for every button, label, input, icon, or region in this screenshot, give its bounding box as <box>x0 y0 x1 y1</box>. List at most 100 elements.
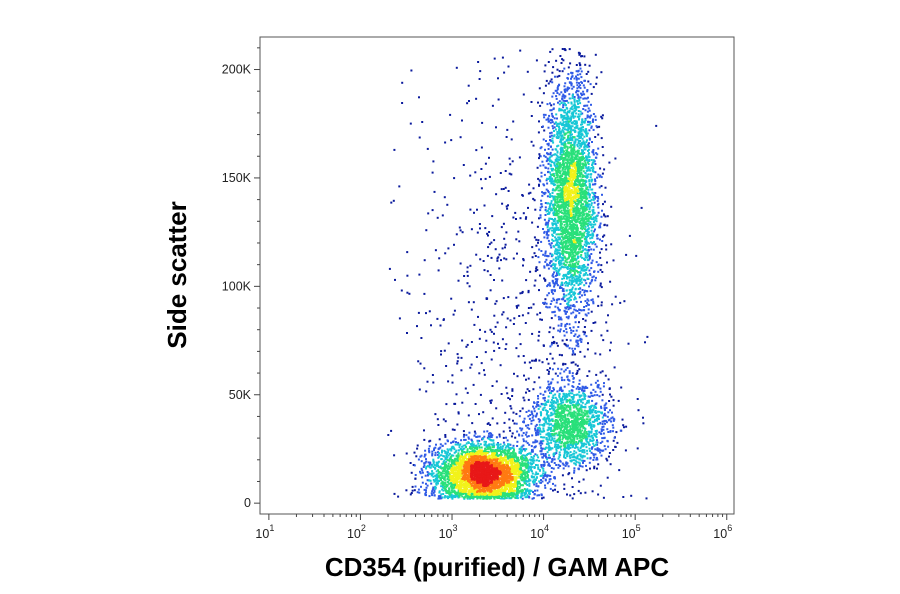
event-dot <box>553 426 556 429</box>
event-dot <box>526 435 529 438</box>
event-dot <box>532 480 534 483</box>
event-dot <box>552 387 555 390</box>
event-dot <box>548 242 551 245</box>
event-dot <box>518 480 521 483</box>
event-dot <box>594 53 597 56</box>
event-dot <box>426 380 429 383</box>
event-dot <box>469 208 472 211</box>
event-dot <box>570 289 573 292</box>
event-dot <box>437 472 440 475</box>
event-dot <box>550 202 553 205</box>
event-dot <box>562 401 565 404</box>
event-dot <box>522 396 525 399</box>
event-dot <box>504 496 507 499</box>
event-dot <box>548 435 551 438</box>
event-dot <box>594 430 597 432</box>
event-dot <box>572 396 575 399</box>
event-dot <box>550 208 553 211</box>
event-dot <box>546 159 549 161</box>
event-dot <box>529 366 532 369</box>
event-dot <box>570 294 572 297</box>
event-dot <box>494 302 497 305</box>
event-dot <box>588 269 591 272</box>
event-dot <box>535 59 538 62</box>
event-dot <box>526 488 529 491</box>
event-dot <box>447 342 450 345</box>
event-dot <box>548 282 551 285</box>
event-dot <box>538 87 541 90</box>
event-dot <box>595 261 598 264</box>
event-dot <box>507 397 510 399</box>
event-dot <box>561 58 564 61</box>
event-dot <box>568 412 571 415</box>
event-dot <box>560 322 563 325</box>
event-dot <box>584 197 587 199</box>
event-dot <box>458 495 461 498</box>
event-dot <box>614 157 617 160</box>
event-dot <box>423 462 426 465</box>
event-dot <box>486 232 489 235</box>
event-dot <box>511 446 514 449</box>
event-dot <box>574 130 577 133</box>
event-dot <box>419 470 421 473</box>
event-dot <box>608 455 610 458</box>
event-dot <box>581 289 584 291</box>
event-dot <box>584 279 587 282</box>
event-dot <box>498 446 501 449</box>
event-dot <box>570 444 573 446</box>
event-dot <box>528 452 531 455</box>
event-dot <box>563 144 566 147</box>
event-dot <box>594 171 597 174</box>
event-dot <box>613 418 616 421</box>
event-dot <box>523 459 526 462</box>
event-dot <box>556 214 558 216</box>
event-dot <box>578 386 581 389</box>
event-dot <box>538 157 540 160</box>
event-dot <box>419 455 422 458</box>
event-dot <box>612 419 615 422</box>
event-dot <box>560 417 563 420</box>
event-dot <box>589 233 592 236</box>
event-dot <box>533 483 536 486</box>
event-dot <box>544 402 547 405</box>
event-dot <box>556 86 559 89</box>
event-dot <box>589 423 591 426</box>
event-dot <box>555 282 558 285</box>
event-dot <box>607 419 610 422</box>
event-dot <box>575 300 578 303</box>
event-dot <box>588 203 591 206</box>
event-dot <box>566 147 569 150</box>
event-dot <box>549 207 552 210</box>
event-dot <box>561 441 563 443</box>
event-dot <box>560 445 563 448</box>
event-dot <box>598 410 601 413</box>
event-dot <box>523 488 526 490</box>
event-dot <box>560 368 563 371</box>
event-dot <box>491 444 494 447</box>
event-dot <box>458 444 461 447</box>
event-dot <box>488 445 491 448</box>
event-dot <box>480 146 483 149</box>
event-dot <box>569 298 572 301</box>
event-dot <box>547 191 550 194</box>
event-dot <box>605 244 608 247</box>
event-dot <box>592 220 595 223</box>
event-dot <box>549 80 552 83</box>
event-dot <box>519 482 521 485</box>
event-dot <box>547 395 550 398</box>
event-dot <box>560 62 563 64</box>
event-dot <box>414 474 417 476</box>
event-dot <box>588 137 591 140</box>
event-dot <box>551 222 554 225</box>
event-dot <box>507 444 510 447</box>
event-dot <box>604 374 607 377</box>
event-dot <box>565 152 568 155</box>
event-dot <box>566 146 569 149</box>
event-dot <box>544 250 547 253</box>
event-dot <box>568 379 571 382</box>
event-dot <box>587 399 590 402</box>
event-dot <box>566 282 569 285</box>
event-dot <box>553 117 556 120</box>
event-dot <box>552 182 555 185</box>
event-dot <box>557 161 560 164</box>
